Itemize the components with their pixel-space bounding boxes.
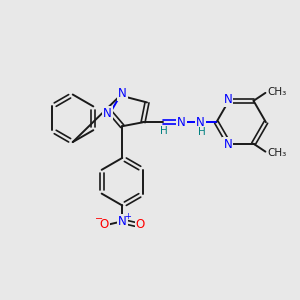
Text: N: N	[118, 87, 127, 100]
Text: +: +	[124, 212, 131, 221]
Text: O: O	[136, 218, 145, 231]
Text: CH₃: CH₃	[267, 148, 287, 158]
Text: O: O	[100, 218, 109, 231]
Text: −: −	[95, 214, 104, 224]
Text: N: N	[103, 107, 112, 120]
Text: N: N	[224, 93, 232, 106]
Text: N: N	[196, 116, 205, 129]
Text: N: N	[224, 138, 232, 151]
Text: N: N	[118, 215, 127, 228]
Text: N: N	[177, 116, 186, 129]
Text: H: H	[198, 127, 206, 137]
Text: H: H	[160, 126, 168, 136]
Text: CH₃: CH₃	[267, 87, 287, 97]
